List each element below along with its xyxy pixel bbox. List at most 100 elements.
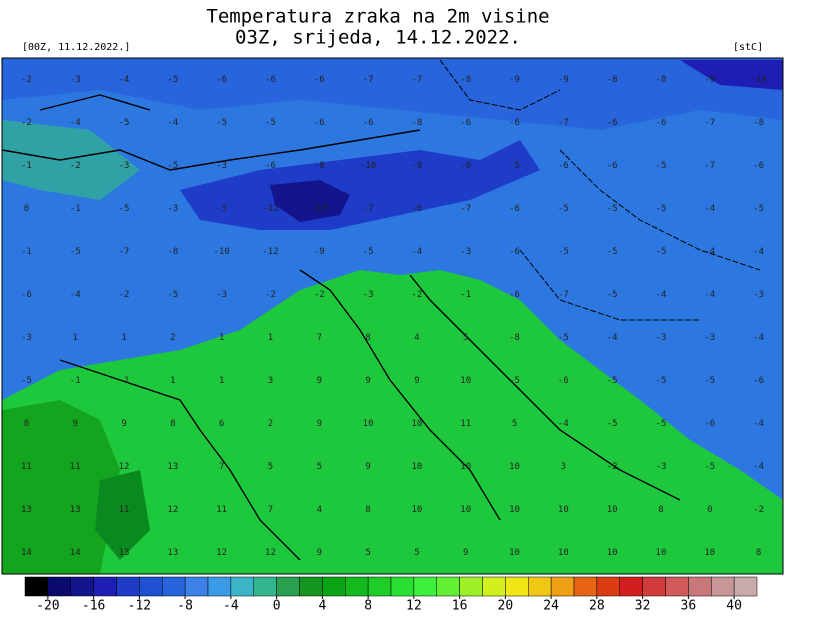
grid-value: -5 <box>656 376 667 386</box>
grid-value: 3 <box>561 462 566 472</box>
grid-value: 13 <box>21 505 32 515</box>
grid-value: -5 <box>509 376 520 386</box>
grid-value: 10 <box>460 462 471 472</box>
grid-value: -3 <box>656 462 667 472</box>
coastlines <box>1 94 681 561</box>
grid-value: 5 <box>268 462 273 472</box>
colorbar-box <box>162 576 186 597</box>
grid-value: -7 <box>558 118 569 128</box>
grid-value: 9 <box>463 548 468 558</box>
grid-value: -10 <box>311 204 327 214</box>
grid-value: 9 <box>73 419 78 429</box>
grid-value: -5 <box>656 161 667 171</box>
colorbar-box <box>528 576 552 597</box>
grid-value: -2 <box>314 290 325 300</box>
grid-value: -5 <box>656 247 667 257</box>
grid-value: -4 <box>70 290 81 300</box>
grid-value: -5 <box>21 376 32 386</box>
grid-value: 12 <box>216 548 227 558</box>
grid-value: 7 <box>268 505 273 515</box>
title-line1: Temperatura zraka na 2m visine <box>206 6 549 28</box>
grid-value: -7 <box>704 161 715 171</box>
grid-value: -7 <box>363 75 374 85</box>
grid-value: -5 <box>167 75 178 85</box>
grid-value: -6 <box>753 161 764 171</box>
colorbar-box <box>482 576 506 597</box>
grid-value: 0 <box>24 204 29 214</box>
grid-value: -6 <box>314 75 325 85</box>
grid-value: 10 <box>607 505 618 515</box>
grid-value: 10 <box>656 548 667 558</box>
grid-value: 10 <box>411 505 422 515</box>
colorbar-box <box>665 576 689 597</box>
grid-value: 7 <box>317 333 322 343</box>
colorbar-box <box>367 576 392 597</box>
grid-value: 11 <box>70 462 81 472</box>
grid-value: -9 <box>509 75 520 85</box>
grid-value: 6 <box>219 419 224 429</box>
grid-value: 13 <box>119 548 130 558</box>
grid-value: -6 <box>656 118 667 128</box>
colorbar-tick-label: -12 <box>128 599 151 614</box>
grid-value: 10 <box>460 505 471 515</box>
colorbar-tick-label: 32 <box>635 599 651 614</box>
grid-value: 10 <box>704 548 715 558</box>
colorbar-box <box>47 576 71 597</box>
grid-value: -1 <box>460 290 471 300</box>
grid-value: 8 <box>24 419 29 429</box>
colorbar-box <box>24 576 49 597</box>
grid-value: -5 <box>607 204 618 214</box>
grid-value: -4 <box>753 247 764 257</box>
grid-value: 13 <box>167 462 178 472</box>
map <box>1 57 784 575</box>
colorbar-tick-label: 0 <box>273 599 281 614</box>
grid-value: -8 <box>411 161 422 171</box>
grid-value: 12 <box>167 505 178 515</box>
grid-value: -2 <box>753 505 764 515</box>
alps-cold <box>180 140 540 230</box>
grid-value: -6 <box>607 118 618 128</box>
grid-value: -4 <box>753 462 764 472</box>
grid-value: -7 <box>460 204 471 214</box>
grid-value: 3 <box>268 376 273 386</box>
grid-value: 9 <box>365 376 370 386</box>
colorbar-box <box>711 576 735 597</box>
grid-value: 5 <box>317 462 322 472</box>
grid-value: -5 <box>704 462 715 472</box>
grid-value: -3 <box>460 247 471 257</box>
grid-value: -3 <box>167 204 178 214</box>
grid-value: -4 <box>704 204 715 214</box>
colorbar-box <box>459 576 483 597</box>
grid-value: -5 <box>607 376 618 386</box>
colorbar-tick-label: -8 <box>177 599 193 614</box>
grid-value: -5 <box>167 161 178 171</box>
grid-value: -3 <box>363 290 374 300</box>
grid-value: -4 <box>704 290 715 300</box>
grid-value: -4 <box>558 419 569 429</box>
grid-value: -6 <box>314 118 325 128</box>
grid-value: 5 <box>463 333 468 343</box>
grid-value: -6 <box>411 204 422 214</box>
colorbar-box <box>505 576 529 597</box>
colorbar-box <box>139 576 163 597</box>
grid-value: -9 <box>558 75 569 85</box>
grid-value: -6 <box>753 376 764 386</box>
grid-value: 7 <box>219 462 224 472</box>
grid-value: -2 <box>265 290 276 300</box>
grid-value: -5 <box>558 204 569 214</box>
grid-value: 8 <box>170 419 175 429</box>
grid-value: 8 <box>658 505 663 515</box>
grid-value: 9 <box>317 376 322 386</box>
grid-value: -5 <box>607 247 618 257</box>
corsica <box>95 470 150 560</box>
colorbar-box <box>413 576 437 597</box>
grid-value: 1 <box>268 333 273 343</box>
grid-value: -2 <box>21 118 32 128</box>
colorbar-tick-label: -4 <box>223 599 239 614</box>
colorbar-box <box>619 576 643 597</box>
grid-value: -5 <box>656 419 667 429</box>
grid-value: -8 <box>411 118 422 128</box>
grid-value: -2 <box>411 290 422 300</box>
grid-value: -6 <box>265 75 276 85</box>
colorbar-box <box>276 576 300 597</box>
